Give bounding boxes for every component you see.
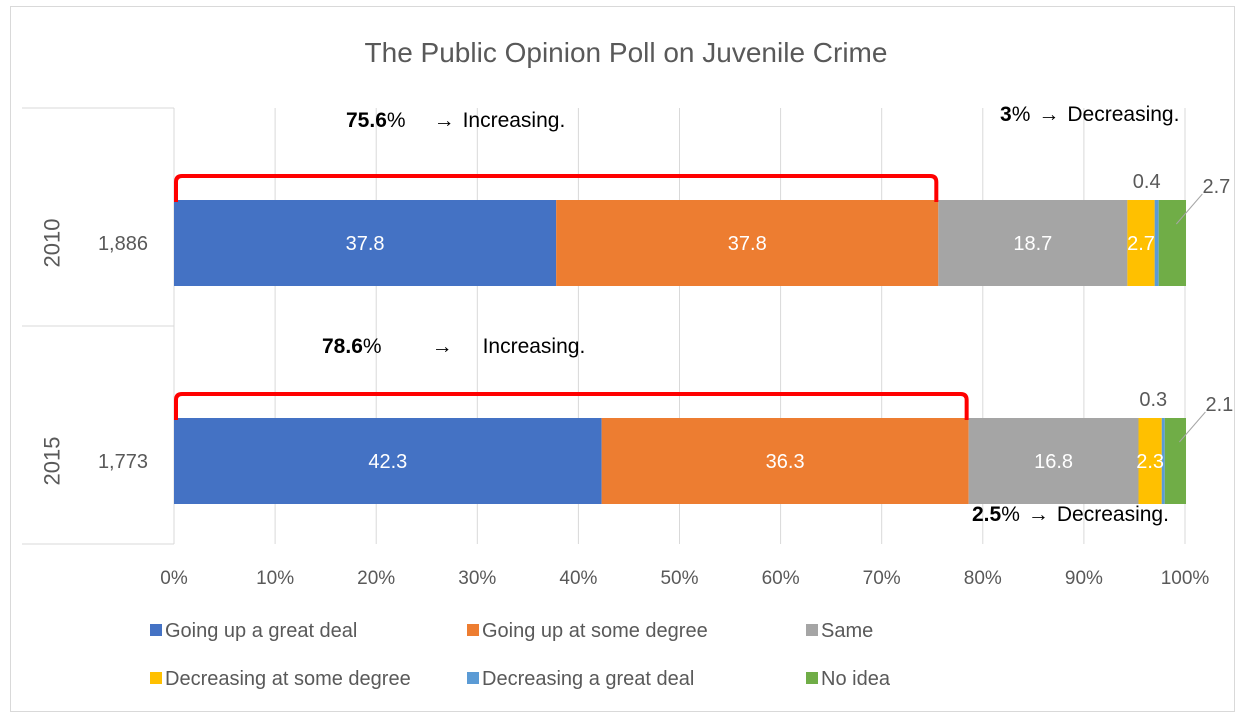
legend-swatch [467, 672, 479, 684]
x-tick-label: 70% [863, 568, 901, 589]
x-tick-label: 0% [160, 568, 188, 589]
bar-segment [556, 200, 939, 286]
data-label: 2.7 [1127, 233, 1155, 255]
annotation-value: 78.6 [322, 335, 363, 358]
legend-swatch [150, 624, 162, 636]
legend-swatch [806, 624, 818, 636]
annotation-arrow: → [1028, 503, 1049, 526]
x-tick-label: 50% [660, 568, 698, 589]
data-label: 37.8 [728, 233, 767, 255]
chart-title: The Public Opinion Poll on Juvenile Crim… [365, 37, 888, 68]
chart-frame [10, 6, 1235, 712]
leader-line [1175, 193, 1203, 225]
annotation-text: 2.5% → Decreasing. [972, 503, 1169, 526]
x-tick-label: 10% [256, 568, 294, 589]
legend-swatch [467, 624, 479, 636]
increase-bracket [174, 392, 969, 420]
annotation-label: Increasing. [463, 109, 566, 132]
annotation-percent: % [363, 335, 382, 358]
annotation-value: 2.5 [972, 503, 1002, 526]
x-tick-label: 90% [1065, 568, 1103, 589]
bar-segment [938, 200, 1128, 286]
bar-segment [1164, 418, 1187, 504]
x-tick-label: 100% [1161, 568, 1210, 589]
annotation-text: 3% → Decreasing. [1000, 103, 1179, 126]
bar-segment [1158, 200, 1187, 286]
annotation-percent: % [387, 109, 406, 132]
data-label: 0.3 [1139, 389, 1167, 411]
legend-label: Same [821, 620, 873, 642]
x-tick-label: 80% [964, 568, 1002, 589]
category-year-label: 2015 [40, 437, 65, 486]
annotation-value: 75.6 [346, 109, 387, 132]
bar-segment [1154, 200, 1159, 286]
category-year-label: 2010 [40, 219, 65, 268]
x-tick-label: 40% [559, 568, 597, 589]
legend-label: Going up a great deal [165, 620, 357, 642]
bar-segment [968, 418, 1139, 504]
x-tick-label: 30% [458, 568, 496, 589]
bar-segment [1127, 200, 1155, 286]
legend-label: Decreasing at some degree [165, 668, 411, 690]
legend-label: Going up at some degree [482, 620, 708, 642]
leader-line [1179, 411, 1206, 443]
annotation-text: 78.6% → Increasing. [322, 335, 585, 358]
data-label: 2.7 [1202, 176, 1230, 198]
bar-segment [601, 418, 969, 504]
annotation-label: Decreasing. [1067, 103, 1179, 126]
annotation-value: 3 [1000, 103, 1012, 126]
data-label: 37.8 [346, 233, 385, 255]
data-label: 16.8 [1034, 451, 1073, 473]
annotation-percent: % [1001, 503, 1020, 526]
data-label: 18.7 [1013, 233, 1052, 255]
data-label: 42.3 [368, 451, 407, 473]
x-tick-label: 60% [762, 568, 800, 589]
data-label: 0.4 [1133, 171, 1161, 193]
legend-label: Decreasing a great deal [482, 668, 694, 690]
x-tick-label: 20% [357, 568, 395, 589]
data-label: 2.3 [1136, 451, 1164, 473]
legend-swatch [806, 672, 818, 684]
annotation-arrow: → [432, 335, 453, 358]
bar-segment [1138, 418, 1162, 504]
category-n-label: 1,773 [98, 451, 148, 473]
annotation-arrow: → [434, 109, 455, 132]
annotation-percent: % [1012, 103, 1031, 126]
annotation-label: Increasing. [483, 335, 586, 358]
legend-swatch [150, 672, 162, 684]
increase-bracket [174, 174, 939, 202]
category-n-label: 1,886 [98, 233, 148, 255]
bar-segment [1161, 418, 1165, 504]
bar-segment [174, 418, 602, 504]
annotation-arrow: → [1038, 103, 1059, 126]
bar-segment [174, 200, 557, 286]
annotation-label: Decreasing. [1057, 503, 1169, 526]
data-label: 2.1 [1205, 394, 1233, 416]
annotation-text: 75.6% → Increasing. [346, 109, 565, 132]
legend-label: No idea [821, 668, 891, 690]
data-label: 36.3 [766, 451, 805, 473]
